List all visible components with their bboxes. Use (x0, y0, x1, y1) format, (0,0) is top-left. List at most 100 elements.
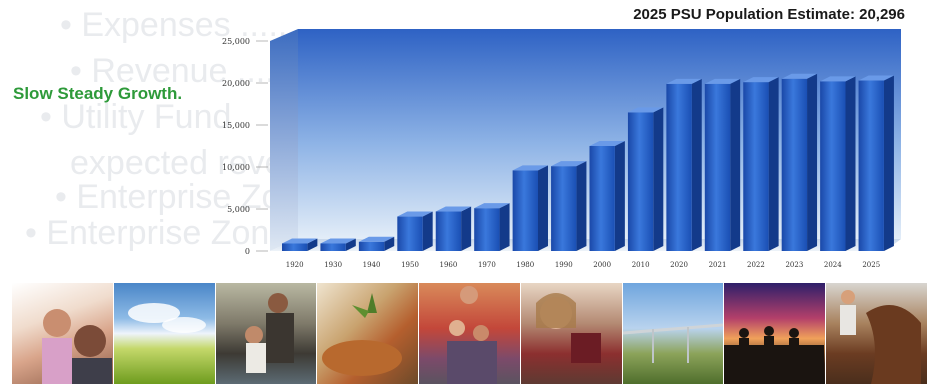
x-tick-label: 1950 (401, 261, 419, 269)
bar-1990 (551, 161, 587, 251)
photo-seedling (317, 283, 419, 384)
x-tick-label: 1940 (363, 261, 381, 269)
bar (474, 208, 500, 251)
bar-2021 (704, 78, 741, 251)
bar-top (704, 78, 741, 84)
bar-side (499, 203, 510, 251)
chart-side-wall (270, 29, 298, 251)
bar-2022 (743, 77, 779, 251)
bar-top (820, 76, 856, 82)
x-tick-label: 2020 (670, 261, 688, 269)
y-tick-label: 15,000 (222, 121, 250, 130)
bar-2024 (820, 76, 856, 251)
bar (512, 170, 538, 251)
x-tick-label: 1970 (478, 261, 496, 269)
bar-2023 (781, 73, 818, 251)
bar (858, 80, 884, 251)
photo-irrigation (622, 283, 724, 384)
bar (781, 78, 808, 251)
bar (320, 243, 346, 251)
bar-1970 (474, 203, 510, 251)
bar-2025 (858, 75, 894, 251)
bar-top (858, 75, 894, 81)
bar-side (576, 161, 587, 251)
bar-top (320, 238, 356, 244)
bar-side (307, 238, 318, 251)
y-tick-label: 10,000 (222, 163, 250, 172)
x-tick-label: 1930 (324, 261, 342, 269)
bar (358, 241, 385, 251)
photo-sky-field (113, 283, 215, 384)
photo-girl-horse (826, 283, 927, 384)
bar-2000 (589, 141, 625, 251)
bar-side (614, 141, 625, 251)
bar (589, 146, 615, 251)
bar-top (282, 238, 318, 244)
bar-side (384, 236, 395, 251)
x-tick-label: 2025 (862, 261, 880, 269)
growth-tagline: Slow Steady Growth. (13, 84, 183, 103)
bar-side (730, 78, 741, 251)
y-tick-label: 25,000 (222, 37, 250, 46)
bar-top (358, 236, 395, 242)
bar-side (768, 77, 779, 251)
x-tick-label: 2023 (785, 261, 803, 269)
bar-top (435, 206, 472, 212)
bar-side (653, 107, 664, 252)
bars-group (282, 73, 894, 252)
y-tick-label: 20,000 (222, 79, 250, 88)
bar (743, 82, 769, 251)
bar-1920 (282, 238, 318, 251)
bar-side (422, 211, 433, 251)
bar (627, 112, 654, 252)
bar (820, 81, 846, 251)
bar-side (845, 76, 856, 251)
bar-side (691, 78, 702, 251)
x-tick-label: 1960 (440, 261, 458, 269)
bar (397, 216, 423, 251)
bar-1950 (397, 211, 433, 251)
bar (551, 166, 577, 251)
bar-top (781, 73, 818, 79)
bar (666, 83, 692, 251)
photo-family (419, 283, 520, 384)
bar-1960 (435, 206, 472, 251)
x-tick-label: 1920 (286, 261, 304, 269)
bar-top (474, 203, 510, 209)
x-tick-label: 2021 (709, 261, 727, 269)
bar-1980 (512, 165, 548, 251)
x-tick-label: 2010 (632, 261, 650, 269)
bar-side (537, 165, 548, 251)
bar (435, 211, 462, 251)
bar-2020 (666, 78, 702, 251)
x-tick-label: 1990 (555, 261, 573, 269)
bar-1930 (320, 238, 356, 251)
population-estimate-heading: 2025 PSU Population Estimate: 20,296 (633, 6, 905, 23)
bar-2010 (627, 107, 664, 252)
photo-woman-wine (520, 283, 622, 384)
bar-side (461, 206, 472, 251)
bar-side (345, 238, 356, 251)
bar-top (627, 107, 664, 113)
bar (282, 243, 308, 251)
photo-children (12, 283, 113, 384)
photo-sunset-riders (724, 283, 826, 384)
bar-1940 (358, 236, 395, 251)
x-tick-label: 2000 (593, 261, 611, 269)
bar-side (883, 75, 894, 251)
bar-top (589, 141, 625, 146)
photo-father-child (215, 283, 317, 384)
x-axis: 1920 1930 1940 1950 1960 1970 1980 1990 2000 2010… (286, 261, 880, 269)
x-tick-label: 2022 (747, 261, 765, 269)
x-tick-label: 2024 (824, 261, 842, 269)
photo-strip (12, 283, 927, 384)
x-tick-label: 1980 (516, 261, 534, 269)
y-tick-label: 0 (245, 247, 250, 256)
bar (704, 83, 731, 251)
bar-side (807, 73, 818, 251)
bar-top (743, 77, 779, 83)
bar-top (397, 211, 433, 217)
bar-top (551, 161, 587, 167)
y-axis: 0 5,000 10,000 15,000 20,000 25,000 (222, 37, 268, 256)
